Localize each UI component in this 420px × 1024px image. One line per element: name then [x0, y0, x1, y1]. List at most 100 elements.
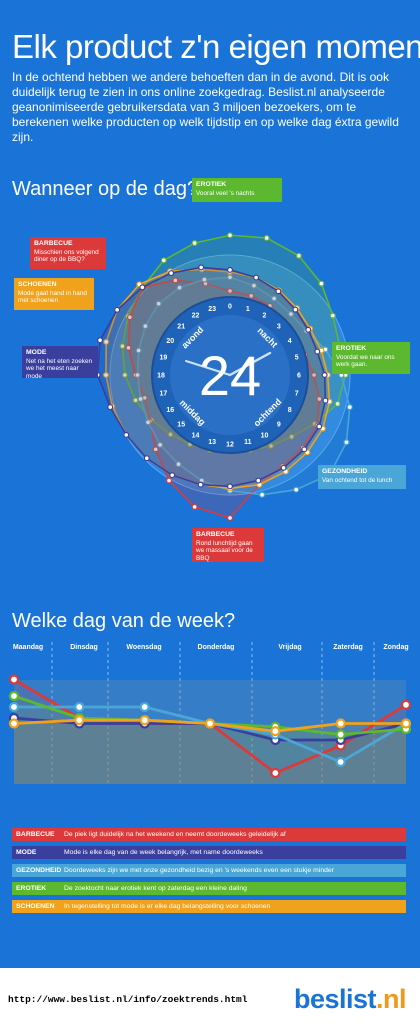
logo-main: beslist — [293, 984, 377, 1014]
data-point — [335, 718, 346, 729]
weekday-label: Maandag — [12, 644, 44, 651]
data-point — [268, 443, 275, 450]
data-point — [175, 461, 182, 468]
data-point — [126, 314, 133, 321]
callout-text: Net na het eten zoeken we het meest naar… — [26, 357, 93, 380]
legend-row: SCHOENEN In tegenstelling tot mode is er … — [12, 900, 406, 913]
data-point — [400, 718, 412, 729]
legend-tag: MODE — [16, 849, 37, 856]
data-point — [204, 718, 216, 729]
data-point — [8, 701, 20, 713]
data-point — [139, 715, 150, 726]
hour-label: 23 — [208, 306, 216, 313]
legend-tag: EROTIEK — [16, 885, 47, 892]
weekday-label: Vrijdag — [278, 644, 302, 651]
hour-label: 16 — [166, 407, 174, 414]
data-point — [227, 483, 234, 490]
data-point — [121, 372, 128, 379]
data-point — [263, 234, 270, 241]
data-point — [255, 477, 262, 484]
weekday-label: Woensdag — [126, 644, 162, 651]
callout-title: EROTIEK — [196, 181, 227, 188]
data-point — [287, 311, 294, 318]
data-point — [295, 252, 302, 259]
weekday-label: Zondag — [383, 644, 409, 651]
data-point — [270, 726, 281, 737]
hour-label: 6 — [297, 373, 301, 380]
data-point — [288, 433, 295, 440]
data-point — [201, 276, 208, 283]
data-point — [107, 404, 114, 411]
data-point — [250, 282, 257, 289]
weekly-line-chart — [8, 642, 412, 786]
data-point — [197, 481, 204, 488]
daily-radar-chart: 0 1234567891011121314151617181920212223na… — [94, 232, 353, 521]
data-point — [102, 372, 109, 379]
legend-row: MODE Mode is elke dag van de week belangr… — [12, 846, 406, 859]
data-point — [139, 701, 150, 713]
callout-text: Mode gaat hand in hand met schoenen — [18, 289, 87, 305]
series-area-erotiek — [14, 696, 406, 784]
data-point — [160, 257, 167, 264]
data-point — [343, 439, 350, 446]
data-point — [167, 431, 174, 438]
data-point — [74, 715, 85, 726]
data-point — [227, 287, 234, 294]
data-point — [311, 372, 318, 379]
legend-text: In tegenstelling tot mode is er elke dag… — [64, 903, 271, 910]
data-point — [227, 232, 234, 239]
callout-title: MODE — [26, 349, 47, 356]
hour-label: 17 — [159, 390, 167, 397]
data-point — [318, 280, 325, 287]
legend-row: GEZONDHEID Doordeweeks zijn we met onze g… — [12, 864, 406, 877]
data-point — [400, 699, 412, 710]
weekday-label: Dinsdag — [70, 644, 98, 651]
callout-text: Misschien ons volgend diner op de BBQ? — [34, 248, 99, 264]
data-point — [157, 441, 164, 448]
data-point — [253, 274, 260, 281]
data-point — [305, 326, 312, 333]
legend-text: De zoektocht naar erotiek kent op zaterd… — [64, 885, 247, 892]
clock-hand-minute — [185, 360, 231, 376]
hour-label: 9 — [277, 421, 281, 428]
data-point — [142, 323, 149, 330]
data-point — [143, 455, 150, 462]
legend-tag: SCHOENEN — [16, 903, 55, 910]
callout-mode: MODE Net na het eten zoeken we het meest… — [22, 346, 98, 380]
data-point — [346, 404, 353, 411]
data-point — [335, 729, 346, 740]
weekly-heading: Welke dag van de week? — [12, 610, 236, 632]
intro-text: In de ochtend hebben we andere behoeften… — [12, 70, 399, 144]
callout-title: EROTIEK — [336, 345, 367, 352]
series-area-barbecue — [14, 679, 406, 784]
data-point — [125, 344, 132, 351]
data-point — [8, 718, 20, 729]
callout-text: Rond lunchtijd gaan we massaal voor de B… — [196, 539, 253, 562]
hour-label: 19 — [159, 355, 167, 362]
callout-barbecue-lunch: BARBECUE Rond lunchtijd gaan we massaal … — [192, 528, 264, 562]
data-point — [8, 690, 20, 702]
callout-title: SCHOENEN — [18, 281, 57, 288]
callout-barbecue-evening: BARBECUE Misschien ons volgend diner op … — [30, 237, 106, 269]
beslist-logo[interactable]: beslist.nl — [293, 984, 407, 1015]
hour-label: 11 — [244, 439, 252, 446]
data-point — [259, 491, 266, 498]
legend-text: De piek ligt duidelijk na het weekend en… — [64, 831, 286, 838]
callout-text: Vooral veel 's nachts — [196, 189, 255, 197]
data-point — [293, 486, 300, 493]
data-point — [169, 472, 176, 479]
legend-row: EROTIEK De zoektocht naar erotiek kent op… — [12, 882, 406, 895]
data-point — [97, 337, 104, 344]
source-url[interactable]: http://www.beslist.nl/info/zoektrends.ht… — [8, 994, 248, 1005]
hour-label: 22 — [192, 313, 200, 320]
callout-title: BARBECUE — [196, 531, 235, 538]
data-point — [329, 312, 336, 319]
data-point — [248, 292, 255, 299]
hour-label: 18 — [157, 373, 165, 380]
data-point — [321, 372, 328, 379]
series-area-mode — [14, 718, 406, 784]
hour-label: 7 — [295, 390, 299, 397]
page-title: Elk product z'n eigen moment — [12, 28, 420, 65]
data-point — [176, 284, 183, 291]
data-point — [227, 514, 234, 521]
